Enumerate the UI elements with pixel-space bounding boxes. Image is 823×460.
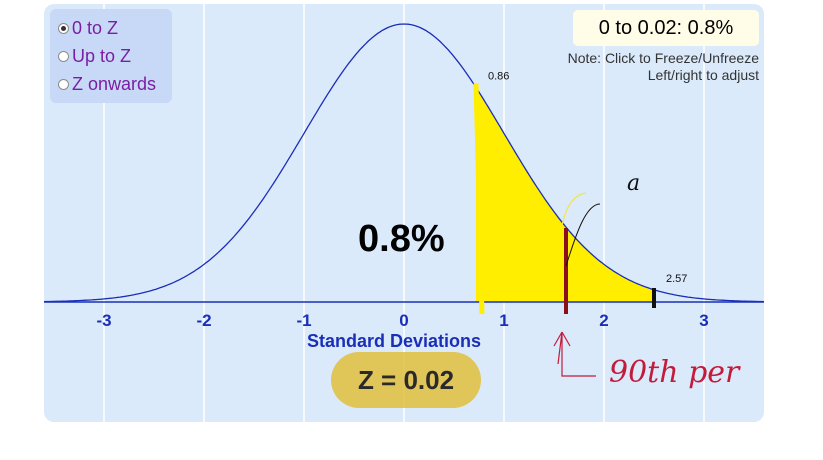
note-line-1: Note: Click to Freeze/Unfreeze [567,50,759,66]
mode-radio-group: 0 to Z Up to Z Z onwards [50,9,172,103]
handwritten-note-a: a [627,171,640,196]
ink-arrow-mark [553,331,596,377]
x-tick-label: 0 [399,311,408,330]
x-tick-label: -3 [96,311,111,330]
x-tick-label: 2 [599,311,608,330]
radio-empty-icon[interactable] [58,50,69,62]
normal-curve-plot[interactable]: -3 -2 -1 0 1 2 3 0.86 2.57 a 90th per [44,4,764,422]
instruction-note: Note: Click to Freeze/Unfreeze Left/righ… [568,50,759,84]
x-tick-label: 1 [499,311,508,330]
radio-0-to-z[interactable]: 0 to Z [58,15,118,41]
radio-selected-icon[interactable] [58,22,69,34]
radio-empty-icon[interactable] [58,78,69,90]
result-readout: 0 to 0.02: 0.8% [573,10,759,46]
x-axis-label: Standard Deviations [307,331,482,351]
shaded-area [476,87,654,302]
radio-label-up-to-z[interactable]: Up to Z [72,45,132,66]
ink-stroke [561,192,587,227]
boundary-label: 0.86 [488,70,509,82]
z-value-pill[interactable]: Z = 0.02 [331,352,481,408]
radio-up-to-z[interactable]: Up to Z [58,43,131,69]
radio-label-0-to-z[interactable]: 0 to Z [72,17,119,38]
ink-stroke [565,203,601,267]
x-tick-label: -1 [296,311,311,330]
radio-z-onwards[interactable]: Z onwards [58,71,156,97]
boundary-label: 2.57 [666,273,687,285]
radio-label-z-onwards[interactable]: Z onwards [72,73,157,94]
area-percent: 0.8% [358,218,445,260]
x-tick-label: -2 [196,311,211,330]
left-boundary-handle [473,83,485,315]
x-tick-label: 3 [699,311,708,330]
note-line-2: Left/right to adjust [647,67,759,83]
normal-curve-line [44,23,764,303]
handwritten-note-90th: 90th per [609,355,741,390]
